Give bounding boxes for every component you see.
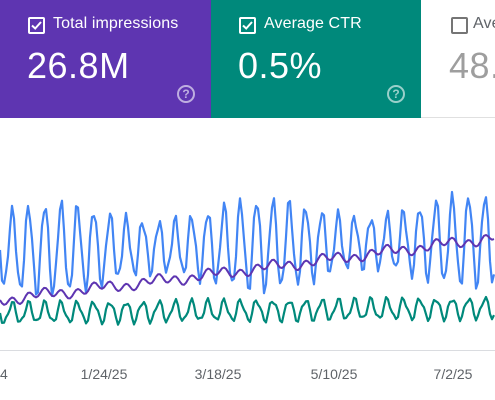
help-icon[interactable]: ?: [387, 85, 405, 103]
average-position-value: 48.: [449, 45, 495, 86]
x-tick-label: 4: [0, 366, 8, 382]
average-ctr-value: 0.5%: [238, 45, 323, 86]
checkbox-unchecked-icon[interactable]: [451, 17, 468, 34]
total-impressions-value: 26.8M: [27, 45, 130, 86]
x-axis-line: [0, 350, 495, 351]
total-impressions-label: Total impressions: [53, 15, 179, 32]
metric-cards: Total impressions 26.8M ? Average CTR 0.…: [0, 0, 495, 118]
checkbox-checked-icon[interactable]: [239, 17, 256, 34]
help-icon[interactable]: ?: [177, 85, 195, 103]
performance-line-chart[interactable]: [0, 118, 495, 400]
total-impressions-card[interactable]: Total impressions 26.8M ?: [0, 0, 211, 118]
x-tick-label: 7/2/25: [433, 366, 473, 382]
x-tick-label: 1/24/25: [80, 366, 128, 382]
x-tick-label: 5/10/25: [310, 366, 358, 382]
x-tick-label: 3/18/25: [194, 366, 242, 382]
average-ctr-label: Average CTR: [264, 15, 362, 32]
average-ctr-card[interactable]: Average CTR 0.5% ?: [211, 0, 421, 118]
series-line-ctr: [0, 295, 495, 326]
series-line-impressions: [0, 234, 495, 306]
checkbox-checked-icon[interactable]: [28, 17, 45, 34]
average-position-label: Ave: [473, 15, 495, 32]
series-line-clicks: [0, 190, 495, 297]
average-position-card[interactable]: Ave 48.: [421, 0, 495, 118]
